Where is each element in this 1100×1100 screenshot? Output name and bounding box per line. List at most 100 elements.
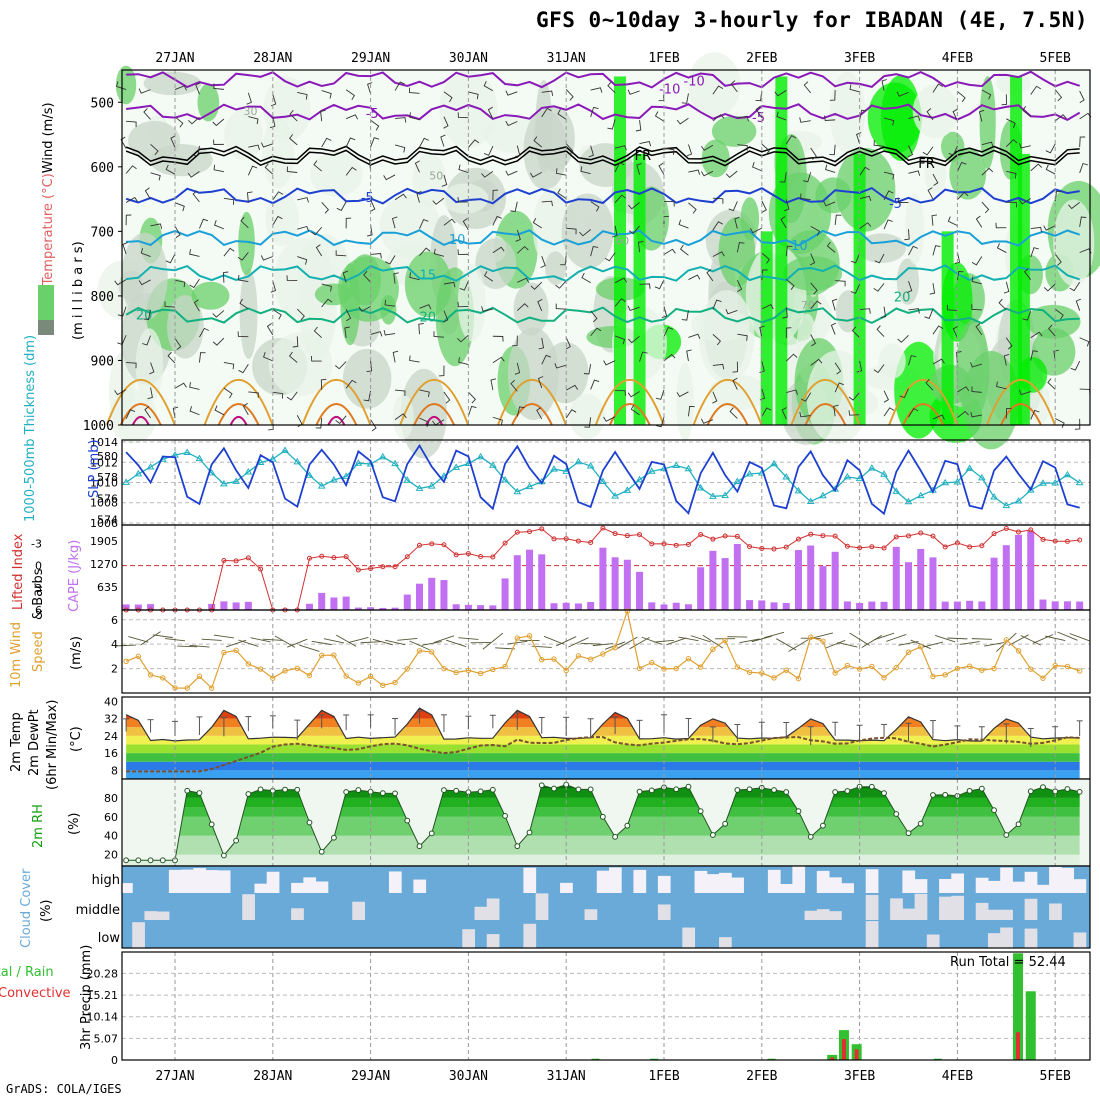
- wind-barb: [384, 299, 396, 307]
- wind-barb: [150, 143, 159, 156]
- wind-barb: [956, 161, 967, 172]
- rh-point: [832, 789, 839, 795]
- wind-barb: [899, 388, 909, 399]
- wind-barb: [779, 172, 787, 183]
- wind-barb: [883, 117, 895, 126]
- wind-barb: [729, 407, 738, 419]
- rh-shade-blob: [1053, 199, 1095, 287]
- wind-barb: [459, 280, 469, 291]
- wind-barb: [223, 247, 235, 257]
- lifted-index-point: [465, 551, 471, 557]
- bottom-date-label: 31JAN: [547, 1069, 586, 1084]
- wind-barb: [725, 170, 738, 179]
- precip-trace-bar: [650, 1058, 659, 1060]
- lifted-index-point: [588, 539, 594, 545]
- wind-ylabel-3: & Barbs: [31, 568, 46, 620]
- lifted-index-point: [954, 540, 960, 546]
- wind-barb: [588, 145, 594, 158]
- rh-shade-blob: [128, 120, 181, 161]
- cape-bar: [782, 602, 790, 610]
- rh-shade-blob: [441, 183, 489, 214]
- rh-point: [208, 821, 215, 828]
- wind-barb: [614, 145, 627, 151]
- wind-barb: [759, 325, 765, 338]
- precip-total-bar: [1013, 953, 1024, 1060]
- wind-10m-barb: [458, 637, 479, 640]
- wind-barb: [712, 85, 724, 95]
- upper-ylabel-right: (m i l l i b a r s): [71, 241, 86, 340]
- wind-barb: [565, 143, 574, 156]
- isotherm-line-1: [125, 103, 1081, 122]
- wind-barb: [932, 83, 944, 93]
- rh-shade-blob: [701, 139, 730, 178]
- wind-barb: [310, 355, 322, 362]
- cloud-cell: [657, 875, 671, 893]
- wind-speed-point: [1064, 663, 1071, 670]
- wind-barb: [212, 310, 225, 318]
- cape-bar: [403, 594, 411, 610]
- wind-barb: [1003, 281, 1010, 294]
- wind-barb: [174, 338, 182, 351]
- wind-10m-barb: [690, 635, 711, 643]
- rh-point: [355, 787, 362, 793]
- wind-barb: [432, 197, 445, 205]
- cape-bar: [526, 549, 534, 610]
- isotherm-label: 20: [136, 308, 153, 323]
- isotherm-25-arc: [888, 379, 959, 426]
- cape-bar: [134, 604, 142, 610]
- wind-barb: [579, 229, 591, 237]
- wind-10m-barb: [751, 635, 772, 643]
- cape-bar: [281, 608, 289, 610]
- temp-band: [126, 709, 1080, 719]
- precip-convective-bar: [841, 1039, 846, 1060]
- thickness-point: [745, 470, 754, 477]
- thickness-point: [635, 475, 644, 483]
- rh-point: [1064, 786, 1071, 792]
- wind-barb: [536, 407, 543, 420]
- wind-ylabel-2: Speed: [31, 631, 46, 672]
- cape-bar: [953, 601, 961, 610]
- wind-speed-point: [1076, 668, 1083, 674]
- rh-shade-blob: [569, 393, 606, 440]
- rh-point: [844, 788, 851, 794]
- wind-speed-point: [392, 679, 398, 686]
- isotherm-30-arc: [315, 403, 358, 426]
- lifted-index-point: [906, 533, 911, 539]
- wind-barb: [138, 88, 151, 94]
- wind-10m-barb: [653, 639, 675, 643]
- thickness-point: [195, 454, 204, 462]
- rh-point: [416, 843, 423, 850]
- isotherm-25-arc: [594, 379, 665, 426]
- wind-barb: [483, 81, 494, 92]
- wind-speed-point: [808, 634, 814, 640]
- thickness-point: [1002, 501, 1011, 509]
- upper-y-tick-label: 500: [91, 96, 114, 111]
- cape-bar: [758, 600, 766, 610]
- wind-barb: [541, 107, 552, 118]
- cloud-cell: [608, 867, 622, 893]
- isotherm-30-arc: [217, 403, 260, 426]
- wind-barb: [736, 241, 745, 253]
- wind-barb: [505, 170, 518, 176]
- cape-bar: [354, 607, 362, 610]
- lifted-index-point: [417, 542, 422, 548]
- wind-speed-point: [429, 649, 435, 655]
- thickness-point: [122, 478, 130, 485]
- wind-barb: [658, 162, 665, 175]
- top-date-label: 4FEB: [942, 51, 973, 66]
- wind-barb: [873, 283, 885, 292]
- cloud-cell: [352, 901, 365, 920]
- wind-barb: [419, 219, 429, 229]
- thickness-point: [391, 459, 399, 467]
- wind-barb: [457, 197, 469, 203]
- wind-barb: [199, 327, 209, 338]
- cape-bar: [452, 604, 460, 610]
- wind-barb: [639, 351, 648, 362]
- wind-barb: [286, 166, 298, 173]
- wind-barb: [848, 410, 860, 416]
- credit-text: GrADS: COLA/IGES: [6, 1082, 122, 1096]
- thickness-point: [782, 473, 791, 480]
- cloud-cell: [719, 937, 732, 948]
- wind-barb: [654, 279, 665, 290]
- cloud-cell: [144, 911, 158, 920]
